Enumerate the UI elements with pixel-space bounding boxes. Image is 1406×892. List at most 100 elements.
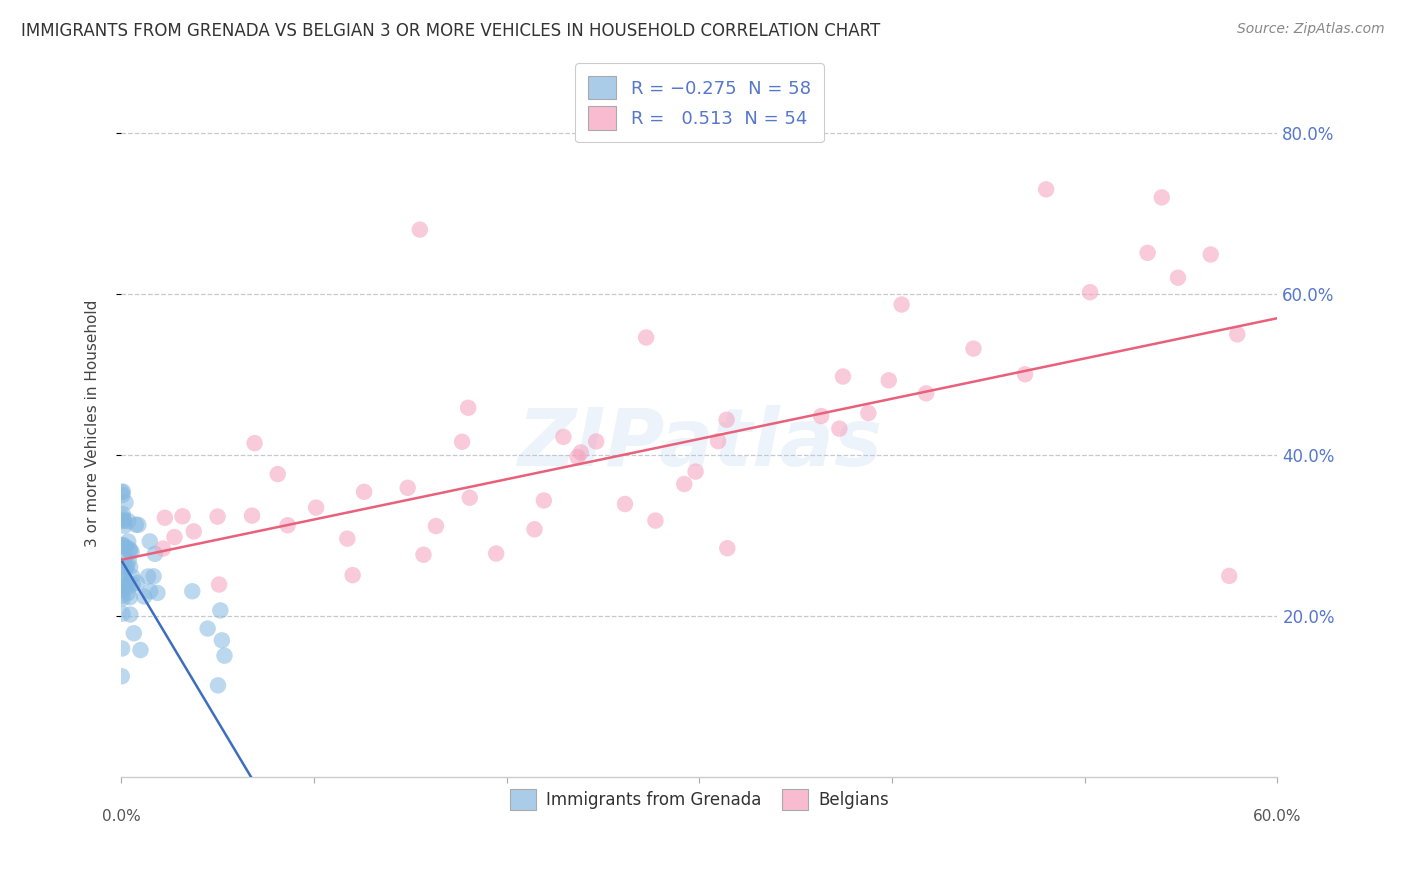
Point (115, 541, 138, 555)
Point (673, 477, 696, 491)
Point (209, 603, 232, 617)
Point (111, 538, 134, 552)
Point (353, 484, 375, 499)
Point (121, 545, 143, 559)
Point (111, 669, 134, 683)
Point (111, 607, 134, 621)
Point (114, 561, 136, 575)
Point (111, 488, 134, 502)
Point (336, 532, 359, 546)
Point (277, 518, 299, 533)
Point (890, 297, 912, 311)
Point (172, 509, 194, 524)
Point (114, 495, 136, 509)
Point (208, 577, 231, 591)
Point (153, 510, 176, 524)
Point (457, 401, 479, 415)
Point (1218, 569, 1240, 583)
Point (142, 569, 165, 583)
Point (136, 569, 159, 583)
Point (115, 577, 138, 591)
Point (533, 493, 555, 508)
Point (134, 590, 156, 604)
Point (1014, 368, 1036, 382)
Text: IMMIGRANTS FROM GRENADA VS BELGIAN 3 OR MORE VEHICLES IN HOUSEHOLD CORRELATION C: IMMIGRANTS FROM GRENADA VS BELGIAN 3 OR … (21, 22, 880, 40)
Text: Source: ZipAtlas.com: Source: ZipAtlas.com (1237, 22, 1385, 37)
Point (211, 633, 233, 648)
Point (117, 514, 139, 528)
Point (114, 578, 136, 592)
Point (118, 591, 141, 605)
Point (114, 519, 136, 533)
Point (1035, 182, 1057, 196)
Point (152, 541, 174, 556)
Point (112, 538, 135, 552)
Point (111, 641, 134, 656)
Point (409, 222, 432, 236)
Point (1136, 245, 1159, 260)
Point (121, 569, 143, 583)
Point (143, 547, 166, 561)
Point (716, 413, 738, 427)
Point (127, 517, 149, 532)
Point (877, 373, 900, 387)
Point (214, 648, 236, 663)
Point (146, 586, 169, 600)
Point (458, 491, 481, 505)
Point (125, 576, 148, 591)
Point (120, 607, 142, 622)
Point (111, 574, 134, 589)
Point (716, 541, 738, 556)
Point (115, 559, 138, 574)
Point (614, 497, 637, 511)
Point (163, 530, 186, 544)
Point (117, 580, 139, 594)
Point (243, 436, 266, 450)
Text: 60.0%: 60.0% (1253, 809, 1302, 824)
Point (118, 544, 141, 558)
Point (117, 534, 139, 549)
Point (858, 406, 880, 420)
Point (1226, 327, 1249, 342)
Point (112, 513, 135, 527)
Point (129, 643, 152, 657)
Point (110, 589, 132, 603)
Point (396, 481, 419, 495)
Point (644, 514, 666, 528)
Point (139, 534, 162, 549)
Point (832, 369, 855, 384)
Point (112, 511, 135, 525)
Point (1150, 190, 1173, 204)
Point (523, 522, 546, 536)
Point (240, 508, 263, 523)
Point (114, 550, 136, 565)
Text: ZIPatlas: ZIPatlas (517, 405, 882, 483)
Point (114, 563, 136, 577)
Point (117, 586, 139, 600)
Point (207, 678, 229, 692)
Point (118, 542, 141, 557)
Point (122, 626, 145, 640)
Legend: Immigrants from Grenada, Belgians: Immigrants from Grenada, Belgians (498, 777, 901, 822)
Point (425, 519, 447, 533)
Point (707, 434, 730, 449)
Point (112, 514, 135, 528)
Point (114, 541, 136, 555)
Point (685, 465, 707, 479)
Point (915, 386, 938, 401)
Point (1167, 270, 1189, 285)
Point (122, 577, 145, 591)
Point (181, 584, 204, 599)
Point (485, 547, 508, 561)
Point (962, 342, 984, 356)
Point (828, 422, 851, 436)
Point (810, 409, 832, 423)
Point (120, 560, 142, 574)
Point (110, 485, 132, 500)
Point (567, 450, 589, 464)
Point (207, 509, 229, 524)
Point (305, 500, 328, 515)
Point (569, 445, 592, 459)
Point (111, 507, 134, 521)
Point (1199, 247, 1222, 261)
